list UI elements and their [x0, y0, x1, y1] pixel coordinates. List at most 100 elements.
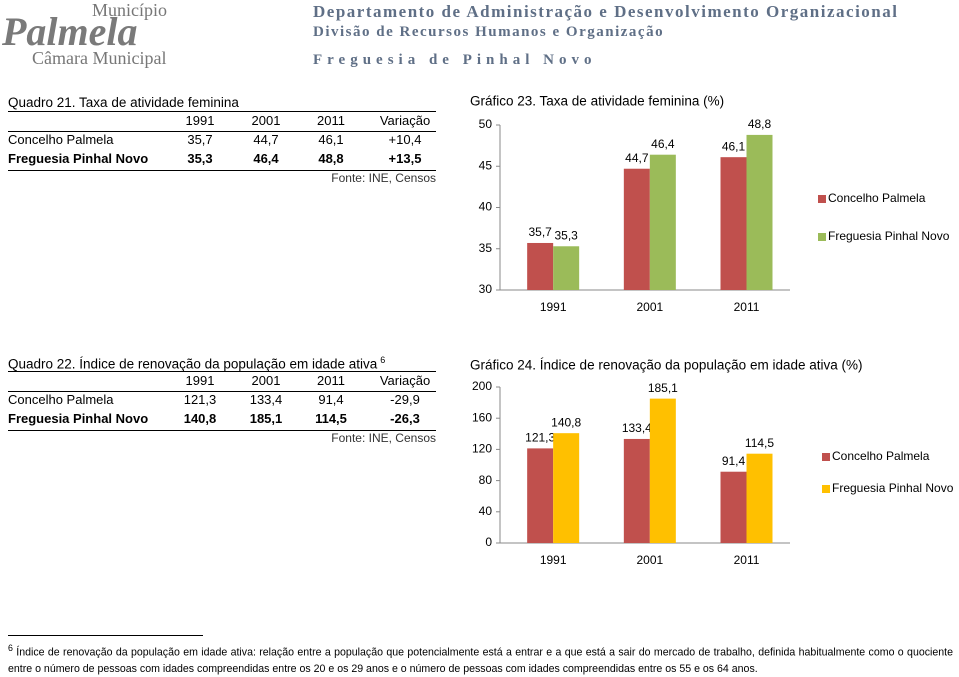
x-tick-label: 2011 — [734, 553, 760, 567]
y-tick-label: 45 — [479, 158, 493, 172]
legend-swatch — [822, 485, 830, 493]
cell: 114,5 — [315, 411, 347, 426]
column-header: Variação — [379, 373, 431, 388]
header-line: Divisão de Recursos Humanos e Organizaçã… — [313, 24, 665, 40]
y-tick-label: 120 — [472, 442, 492, 456]
y-tick-label: 160 — [472, 410, 492, 424]
legend-label: Freguesia Pinhal Novo — [828, 229, 950, 243]
cell: 140,8 — [183, 411, 217, 426]
bar — [720, 157, 747, 290]
footnote: 6 Índice de renovação da população em id… — [8, 640, 953, 677]
cell: 46,1 — [318, 132, 344, 147]
table-rule — [8, 391, 436, 392]
cell: 35,7 — [187, 132, 213, 147]
x-tick-label: 2001 — [636, 553, 663, 567]
bar — [553, 246, 580, 290]
note-ref: 6 — [380, 355, 386, 365]
bar — [553, 433, 580, 543]
footnote-term: Índice de renovação da população em idad… — [16, 646, 256, 659]
footnote-marker: 6 — [8, 643, 13, 653]
legend-label: Concelho Palmela — [832, 449, 930, 463]
x-tick-label: 1991 — [540, 300, 567, 314]
footnote-text: relação entre a população que potencialm… — [8, 646, 953, 675]
table-rule — [8, 371, 436, 372]
value-label: 121,3 — [525, 431, 555, 445]
cell: 91,4 — [318, 392, 344, 407]
column-header: 2011 — [317, 373, 345, 388]
table-rule — [8, 131, 436, 132]
row-label: Concelho Palmela — [8, 132, 114, 147]
column-header: 1991 — [185, 113, 215, 128]
logo-bottom: Câmara Municipal — [32, 48, 167, 68]
value-label: 46,4 — [651, 137, 675, 151]
x-tick-label: 2011 — [734, 300, 760, 314]
value-label: 46,1 — [722, 139, 746, 153]
bar — [623, 168, 650, 290]
bar — [746, 453, 773, 543]
cell: +10,4 — [388, 132, 422, 147]
footnote-rule — [8, 635, 203, 636]
cell: 48,8 — [318, 151, 344, 166]
logo-main: Palmela — [2, 9, 138, 54]
y-tick-label: 40 — [479, 200, 493, 214]
cell: 46,4 — [253, 151, 279, 166]
table-source: Fonte: INE, Censos — [331, 431, 436, 445]
bar — [649, 398, 676, 543]
column-header: 2001 — [251, 113, 281, 128]
bar — [527, 242, 554, 290]
bar — [746, 134, 773, 290]
legend-swatch — [818, 195, 826, 203]
table-source: Fonte: INE, Censos — [331, 171, 436, 185]
cell: 185,1 — [249, 411, 283, 426]
legend-label: Freguesia Pinhal Novo — [832, 481, 954, 495]
cell: 133,4 — [249, 392, 283, 407]
table-caption: Quadro 21. Taxa de atividade feminina — [8, 95, 239, 110]
column-header: 2011 — [317, 113, 345, 128]
row-label: Concelho Palmela — [8, 392, 114, 407]
table-rule — [8, 111, 436, 112]
value-label: 44,7 — [625, 151, 649, 165]
bar — [720, 471, 747, 543]
header-line: Freguesia de Pinhal Novo — [313, 52, 597, 68]
row-label: Freguesia Pinhal Novo — [8, 151, 149, 166]
legend-swatch — [818, 233, 826, 241]
bar — [527, 448, 554, 543]
legend-label: Concelho Palmela — [828, 191, 926, 205]
value-label: 133,4 — [622, 421, 652, 435]
y-tick-label: 35 — [479, 241, 493, 255]
legend-swatch — [822, 453, 830, 461]
table-caption: Quadro 22. Índice de renovação da popula… — [8, 355, 386, 372]
table-rule — [8, 170, 436, 171]
y-tick-label: 80 — [479, 473, 493, 487]
column-header: Variação — [379, 113, 431, 128]
logo-top: Município — [92, 0, 167, 20]
y-tick-label: 30 — [479, 282, 493, 296]
cell: 35,3 — [187, 151, 213, 166]
y-tick-label: 50 — [479, 117, 493, 131]
bar — [623, 438, 650, 543]
value-label: 91,4 — [722, 454, 746, 468]
cell: -26,3 — [390, 411, 420, 426]
cell: -29,9 — [390, 392, 420, 407]
y-tick-label: 40 — [479, 504, 493, 518]
cell: 121,3 — [183, 392, 217, 407]
value-label: 114,5 — [745, 436, 774, 450]
y-tick-label: 200 — [472, 379, 492, 393]
table-rule — [8, 430, 436, 431]
value-label: 35,3 — [554, 228, 578, 242]
chart-title: Gráfico 23. Taxa de atividade feminina (… — [470, 94, 724, 109]
y-tick-label: 0 — [485, 535, 492, 549]
x-tick-label: 1991 — [540, 553, 567, 567]
cell: +13,5 — [388, 151, 422, 166]
x-tick-label: 2001 — [636, 300, 663, 314]
value-label: 35,7 — [528, 225, 552, 239]
column-header: 2001 — [251, 373, 281, 388]
column-header: 1991 — [185, 373, 215, 388]
bar — [649, 154, 676, 290]
row-label: Freguesia Pinhal Novo — [8, 411, 149, 426]
chart-title: Gráfico 24. Índice de renovação da popul… — [470, 358, 863, 373]
value-label: 185,1 — [648, 381, 678, 395]
cell: 44,7 — [253, 132, 279, 147]
header-line: Departamento de Administração e Desenvol… — [313, 2, 899, 21]
